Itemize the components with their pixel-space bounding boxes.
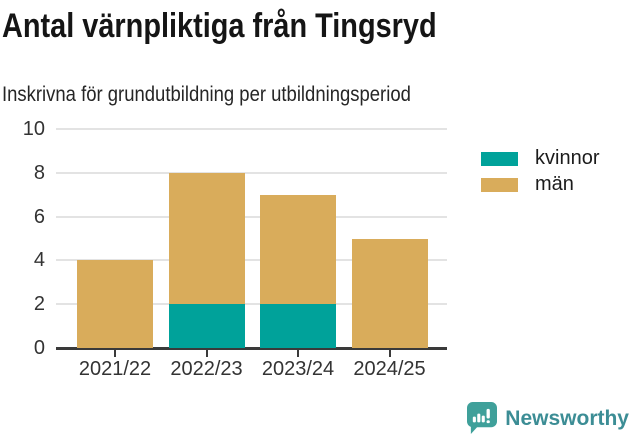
x-tick-mark [297, 350, 299, 357]
bar-segment-män [351, 238, 428, 348]
bar-2022/23 [168, 129, 245, 348]
bar-segment-män [168, 172, 245, 305]
x-tick-mark [205, 350, 208, 357]
y-tick-label: 10 [22, 118, 45, 140]
bar-2023/24 [260, 129, 336, 348]
legend: kvinnor män [481, 147, 600, 195]
bar-2024/25 [351, 129, 428, 348]
gridline [56, 215, 447, 218]
y-tick-label: 2 [33, 293, 45, 316]
legend-item-män: män [481, 173, 599, 195]
y-tick-label: 4 [33, 249, 45, 272]
x-tick-label: 2023/24 [261, 358, 335, 380]
bar-2021/22 [77, 129, 153, 348]
bar-segment-kvinnor [168, 304, 245, 348]
x-tick-mark [388, 350, 391, 357]
legend-swatch-kvinnor [481, 151, 518, 166]
gridline [56, 303, 447, 306]
gridline [56, 259, 447, 262]
x-tick-label: 2021/22 [78, 358, 152, 380]
legend-swatch-män [481, 177, 518, 192]
y-tick-label: 6 [33, 205, 45, 228]
legend-item-kvinnor: kvinnor [481, 147, 600, 169]
bar-segment-kvinnor [260, 304, 336, 348]
newsworthy-wordmark: Newsworthy [505, 406, 629, 430]
chart-title: Antal värnpliktiga från Tingsryd [2, 7, 437, 45]
gridline [56, 128, 447, 130]
x-tick-mark [114, 350, 116, 357]
legend-label: kvinnor [535, 147, 600, 169]
y-tick-label: 8 [33, 161, 45, 184]
bar-segment-män [260, 194, 336, 305]
gridline [56, 171, 447, 174]
plot-area [56, 128, 447, 357]
chart-subtitle: Inskrivna för grundutbildning per utbild… [2, 83, 411, 106]
x-tick-label: 2022/23 [170, 358, 243, 380]
newsworthy-bubble-chart-icon [467, 402, 498, 434]
newsworthy-logo: Newsworthy [467, 402, 629, 435]
bar-segment-män [77, 260, 153, 348]
y-tick-label: 0 [33, 337, 45, 359]
x-axis-line [56, 346, 447, 350]
legend-label: män [535, 173, 574, 195]
x-tick-label: 2024/25 [353, 358, 426, 380]
